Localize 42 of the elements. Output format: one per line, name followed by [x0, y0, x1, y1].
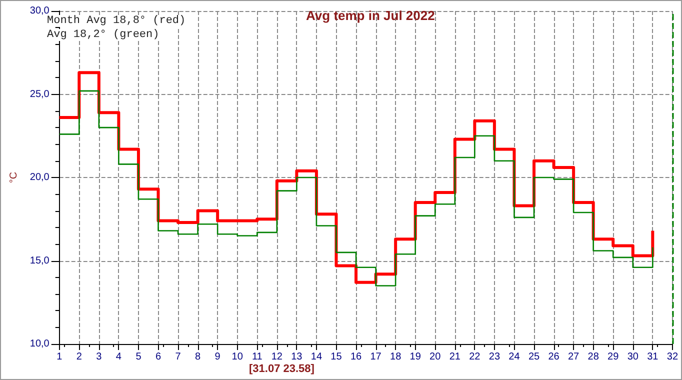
- x-tick-label: 9: [214, 352, 221, 362]
- x-tick-label: 20: [430, 352, 442, 362]
- x-tick-label: 14: [310, 352, 322, 362]
- x-tick-label: 26: [548, 352, 560, 362]
- x-tick-label: 22: [469, 352, 481, 362]
- x-tick-label: 10: [232, 352, 244, 362]
- x-tick-label: 15: [330, 352, 342, 362]
- x-tick-label: 8: [195, 352, 202, 362]
- x-tick-label: 7: [175, 352, 182, 362]
- x-tick-label: 11: [252, 352, 263, 362]
- x-tick-label: 32: [666, 352, 678, 362]
- y-tick-label: 15,0: [30, 255, 50, 266]
- x-tick-label: 4: [116, 352, 122, 362]
- x-tick-label: 17: [370, 352, 382, 362]
- x-tick-label: 24: [508, 352, 520, 362]
- y-axis-title: °C: [8, 172, 20, 184]
- y-tick-label: 30,0: [30, 6, 50, 16]
- x-tick-label: 2: [76, 352, 82, 362]
- x-tick-label: 19: [410, 352, 422, 362]
- x-tick-label: 21: [449, 352, 461, 362]
- x-tick-label: 31: [647, 352, 659, 362]
- x-tick-label: 1: [56, 352, 63, 362]
- x-tick-label: 25: [528, 352, 540, 362]
- x-tick-label: 29: [608, 352, 620, 362]
- x-tick-label: 13: [291, 352, 303, 362]
- x-tick-label: 6: [155, 352, 162, 362]
- x-tick-label: 18: [390, 352, 402, 362]
- x-tick-label: 3: [96, 352, 102, 362]
- x-tick-label: 12: [271, 352, 283, 362]
- x-tick-label: 16: [350, 352, 362, 362]
- x-tick-label: 5: [136, 352, 142, 362]
- x-tick-label: 28: [588, 352, 600, 362]
- y-tick-label: 25,0: [30, 88, 50, 100]
- x-tick-label: 27: [568, 352, 580, 362]
- y-tick-label: 20,0: [30, 172, 50, 183]
- annotation: Avg 18,2° (green): [47, 29, 160, 41]
- y-tick-label: 10,0: [30, 338, 50, 350]
- chart-title: Avg temp in Jul 2022: [306, 8, 435, 23]
- annotation: Month Avg 18,8° (red): [47, 15, 186, 27]
- text: [31.07 23.58]: [249, 363, 314, 375]
- x-tick-label: 23: [488, 352, 500, 362]
- x-tick-label: 30: [627, 352, 639, 362]
